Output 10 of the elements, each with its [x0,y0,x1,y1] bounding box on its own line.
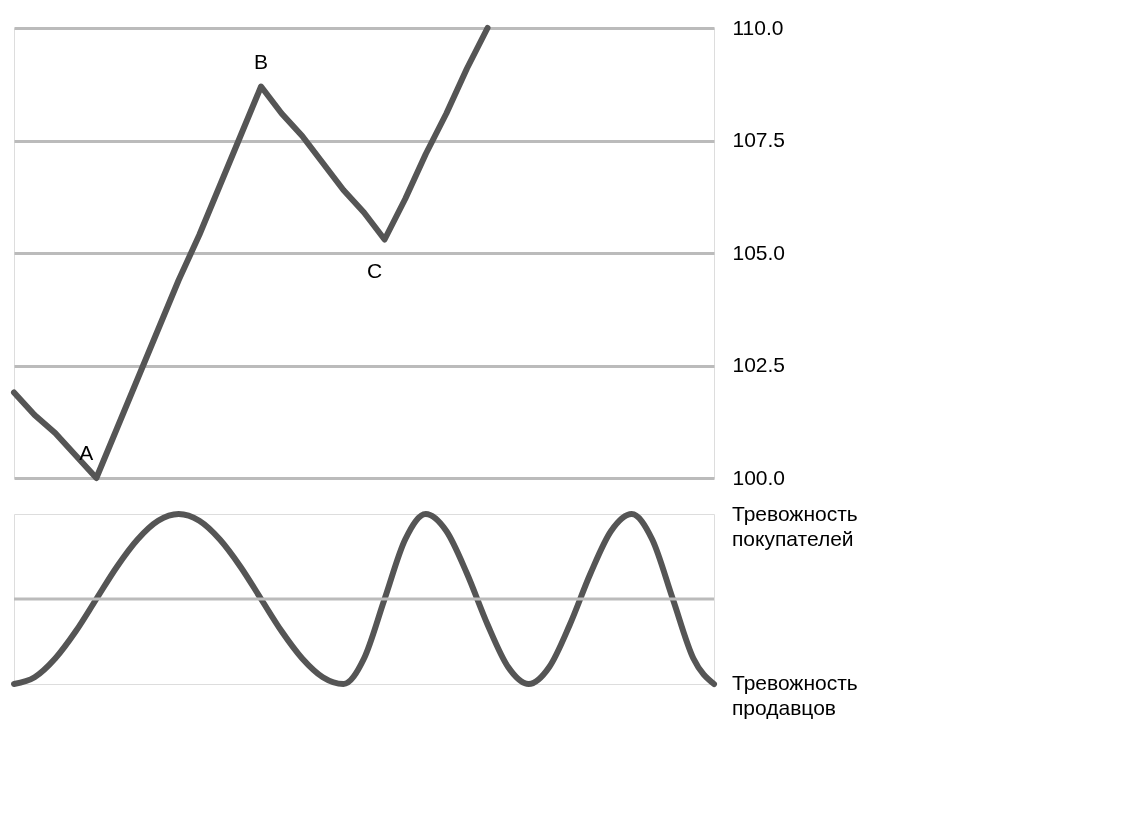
y-tick-label: 107.5 [732,128,786,151]
annotation: B [254,49,269,73]
y-tick-label: 100.0 [732,465,786,489]
y-tick-label: 105.0 [732,240,786,264]
text: Тревожность продавцов [732,671,858,719]
annotation: A [79,441,94,464]
y-tick-label: 102.5 [732,353,786,376]
annotation: C [367,258,383,282]
text: Тревожность покупателей [732,502,858,550]
y-tick-label: 110.0 [732,15,784,39]
